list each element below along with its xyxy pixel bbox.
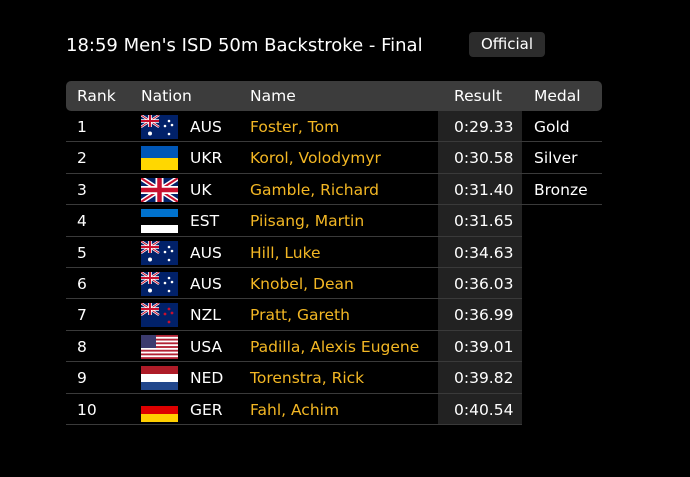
- flag: [141, 240, 178, 265]
- row-separator: [66, 424, 522, 425]
- nation-code: NED: [190, 369, 224, 388]
- column-header: Nation: [141, 87, 192, 105]
- row-separator: [66, 298, 522, 300]
- rank: 8: [77, 337, 87, 356]
- result: 0:34.63: [454, 243, 514, 262]
- column-header: Rank: [77, 87, 116, 105]
- row-separator: [66, 204, 602, 206]
- result: 0:40.54: [454, 400, 514, 419]
- result-column-bg: [438, 111, 522, 425]
- flag: [141, 366, 178, 391]
- nation-code: AUS: [190, 243, 222, 262]
- rank: 2: [77, 149, 87, 168]
- athlete-name: Fahl, Achim: [250, 400, 340, 419]
- flag: [141, 334, 178, 359]
- rank: 1: [77, 118, 87, 136]
- rank: 4: [77, 212, 87, 231]
- column-header: Name: [250, 87, 296, 105]
- flag: [141, 303, 178, 328]
- result: 0:36.99: [454, 306, 514, 325]
- result: 0:31.65: [454, 212, 514, 231]
- nation-code: AUS: [190, 275, 222, 293]
- column-header: Medal: [534, 87, 581, 105]
- rank: 9: [77, 369, 87, 388]
- title: 18:59 Men's ISD 50m Backstroke - Final: [66, 35, 423, 56]
- medal: Bronze: [534, 180, 588, 199]
- row-separator: [66, 235, 522, 237]
- athlete-name: Pratt, Gareth: [250, 306, 350, 325]
- athlete-name: Knobel, Dean: [250, 275, 354, 293]
- medal: Gold: [534, 118, 570, 136]
- nation-code: AUS: [190, 118, 222, 136]
- rank: 6: [77, 275, 87, 293]
- athlete-name: Korol, Volodymyr: [250, 149, 381, 168]
- row-separator: [66, 141, 602, 143]
- table-header: [66, 81, 602, 111]
- nation-code: GER: [190, 400, 223, 419]
- column-header: Result: [454, 87, 502, 105]
- rank: 3: [77, 180, 87, 199]
- rank: 10: [77, 400, 97, 419]
- result: 0:29.33: [454, 118, 514, 136]
- medal: Silver: [534, 149, 578, 168]
- athlete-name: Torenstra, Rick: [250, 369, 365, 388]
- athlete-name: Hill, Luke: [250, 243, 321, 262]
- result: 0:31.40: [454, 180, 514, 199]
- nation-code: EST: [190, 212, 220, 231]
- rank: 5: [77, 243, 87, 262]
- row-separator: [66, 329, 522, 331]
- result: 0:39.82: [454, 369, 514, 388]
- row-separator: [66, 392, 522, 394]
- flag: [141, 397, 178, 422]
- result: 0:39.01: [454, 337, 514, 356]
- result: 0:30.58: [454, 149, 514, 168]
- nation-code: NZL: [190, 306, 221, 325]
- flag: [141, 272, 178, 296]
- flag: [141, 209, 178, 234]
- athlete-name: Piisang, Martin: [250, 212, 365, 231]
- row-separator: [66, 172, 602, 174]
- nation-code: USA: [190, 337, 223, 356]
- nation-code: UKR: [190, 149, 223, 168]
- nation-code: UK: [190, 180, 212, 199]
- flag: [141, 177, 178, 202]
- row-separator: [66, 267, 522, 268]
- athlete-name: Padilla, Alexis Eugene: [250, 337, 420, 356]
- athlete-name: Gamble, Richard: [250, 180, 380, 199]
- status-badge: Official: [469, 32, 545, 57]
- athlete-name: Foster, Tom: [250, 118, 340, 136]
- result: 0:36.03: [454, 275, 514, 293]
- flag: [141, 115, 178, 139]
- row-separator: [66, 361, 522, 363]
- rank: 7: [77, 306, 87, 325]
- flag: [141, 146, 178, 171]
